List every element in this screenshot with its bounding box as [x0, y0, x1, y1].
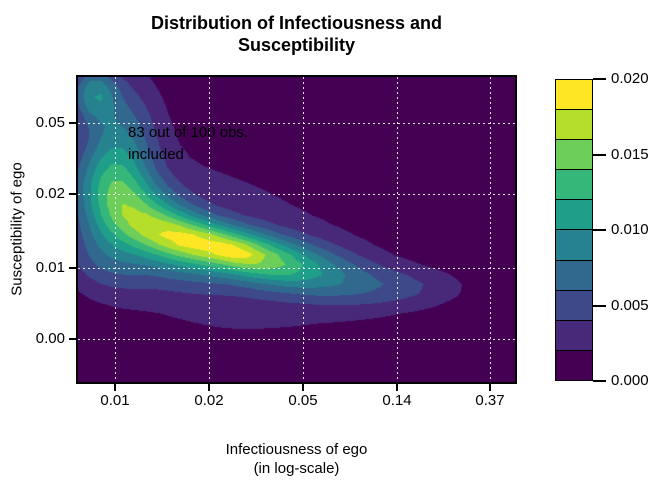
y-axis-tick-2 [69, 266, 76, 269]
colorbar-tick-2 [593, 229, 606, 231]
colorbar-tick-1 [593, 153, 606, 156]
colorbar-cell-0 [556, 80, 592, 110]
colorbar-tick-0 [593, 78, 606, 80]
colorbar-tick-3 [593, 304, 606, 307]
gridline-vertical-0 [115, 77, 116, 382]
x-axis-tick-1 [207, 384, 210, 391]
colorbar-cell-8 [556, 319, 592, 350]
gridline-horizontal-0 [78, 123, 515, 124]
x-axis-tick-4 [489, 384, 491, 391]
x-axis-tick-2 [302, 384, 304, 391]
y-axis-tick-label-3: 0.00 [35, 329, 65, 347]
gridline-vertical-4 [490, 77, 491, 382]
colorbar-cell-6 [556, 259, 592, 290]
chart-title: Distribution of Infectiousness and Susce… [78, 12, 515, 56]
colorbar-tick-4 [593, 380, 606, 382]
x-axis-title-line2: (in log-scale) [253, 460, 340, 477]
colorbar-cell-5 [556, 229, 592, 260]
y-axis-tick-1 [69, 192, 76, 195]
colorbar [555, 79, 593, 381]
x-axis-title-line1: Infectiousness of ego [225, 441, 368, 458]
x-axis-tick-0 [114, 384, 116, 391]
gridline-horizontal-2 [78, 268, 515, 269]
contour-canvas [78, 77, 515, 382]
colorbar-tick-label-2: 0.010 [611, 221, 649, 238]
x-axis-tick-label-1: 0.02 [194, 392, 224, 409]
plot-area: 83 out of 100 obs. included [78, 77, 515, 382]
annotation-line1: 83 out of 100 obs. [128, 124, 249, 141]
colorbar-cell-9 [556, 349, 592, 380]
colorbar-tick-label-0: 0.020 [611, 70, 649, 87]
x-axis-tick-label-2: 0.05 [288, 392, 318, 409]
gridline-vertical-1 [209, 77, 210, 382]
colorbar-cell-2 [556, 139, 592, 170]
chart-title-line1: Distribution of Infectiousness and [150, 13, 442, 33]
gridline-horizontal-1 [78, 194, 515, 195]
gridline-horizontal-3 [78, 339, 515, 340]
colorbar-cell-3 [556, 169, 592, 200]
gridline-vertical-3 [397, 77, 398, 382]
y-axis-tick-3 [69, 337, 76, 340]
y-axis-tick-0 [69, 121, 76, 124]
colorbar-cell-4 [556, 199, 592, 230]
annotation: 83 out of 100 obs. included [128, 122, 248, 166]
annotation-line2: included [128, 146, 184, 163]
colorbar-cell-7 [556, 289, 592, 320]
x-axis-tick-3 [396, 384, 398, 391]
x-axis-tick-label-4: 0.37 [475, 392, 505, 409]
y-axis-tick-label-2: 0.01 [35, 258, 65, 276]
gridline-vertical-2 [303, 77, 304, 382]
y-axis-tick-label-0: 0.05 [35, 113, 65, 131]
colorbar-tick-label-3: 0.005 [611, 296, 649, 314]
chart-title-line2: Susceptibility [237, 35, 356, 55]
x-axis-tick-label-3: 0.14 [382, 392, 412, 409]
colorbar-tick-label-4: 0.000 [611, 372, 649, 389]
colorbar-tick-label-1: 0.015 [611, 145, 649, 163]
x-axis-tick-label-0: 0.01 [100, 392, 130, 409]
x-axis-title: Infectiousness of ego (in log-scale) [78, 440, 515, 478]
y-axis-tick-label-1: 0.02 [35, 184, 65, 202]
colorbar-cell-1 [556, 109, 592, 140]
